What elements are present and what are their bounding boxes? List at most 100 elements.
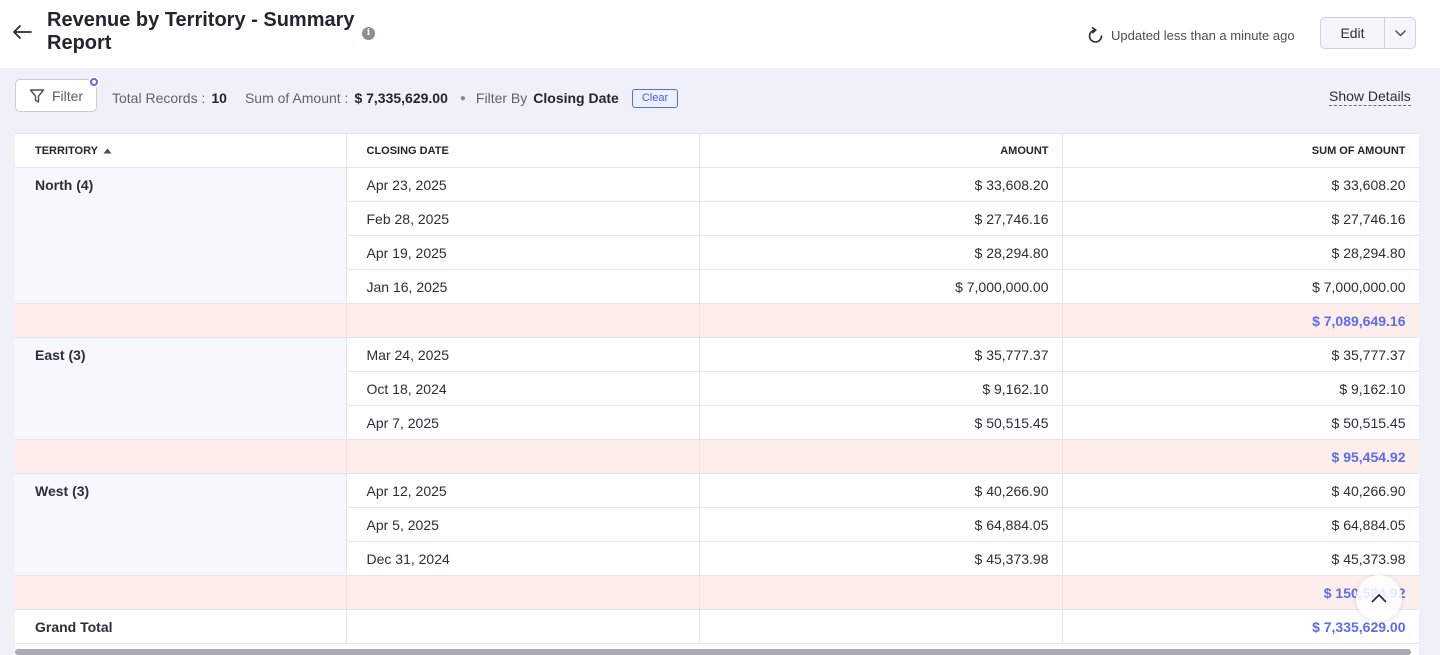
sum-cell: $ 40,266.90 — [1062, 473, 1419, 508]
amount-cell: $ 35,777.37 — [699, 337, 1063, 372]
amount-cell: $ 50,515.45 — [699, 405, 1063, 440]
table-row: Jan 16, 2025 $ 7,000,000.00 $ 7,000,000.… — [15, 269, 1419, 304]
closing-date-cell: Jan 16, 2025 — [346, 269, 700, 304]
group-label-north: North (4) — [15, 167, 347, 304]
separator-dot: ● — [459, 92, 466, 104]
table-row: Dec 31, 2024 $ 45,373.98 $ 45,373.98 — [15, 541, 1419, 576]
report-toolbar: Filter Total Records : 10 Sum of Amount … — [0, 68, 1440, 128]
amount-cell: $ 28,294.80 — [699, 235, 1063, 270]
amount-cell: $ 45,373.98 — [699, 541, 1063, 576]
closing-date-cell: Apr 5, 2025 — [346, 507, 700, 542]
subtotal-empty-cell — [346, 575, 700, 610]
sum-amount-label: Sum of Amount : — [244, 90, 349, 106]
grand-total-empty-cell — [346, 609, 700, 644]
amount-cell: $ 27,746.16 — [699, 201, 1063, 236]
subtotal-value: $ 95,454.92 — [1062, 439, 1419, 474]
group-label-west: West (3) — [15, 473, 347, 576]
column-header-territory[interactable]: TERRITORY — [15, 133, 347, 168]
subtotal-row-east: $ 95,454.92 — [15, 439, 1419, 474]
subtotal-empty-cell — [15, 303, 347, 338]
grand-total-empty-cell — [699, 609, 1063, 644]
closing-date-cell: Dec 31, 2024 — [346, 541, 700, 576]
chevron-up-icon — [1371, 594, 1387, 603]
edit-button[interactable]: Edit — [1321, 18, 1385, 48]
sum-cell: $ 27,746.16 — [1062, 201, 1419, 236]
report-stats: Total Records : 10 Sum of Amount : $ 7,3… — [112, 88, 679, 108]
back-button[interactable] — [10, 20, 34, 44]
subtotal-row-west: $ 150,524.92 — [15, 575, 1419, 610]
table-row: West (3) Apr 12, 2025 $ 40,266.90 $ 40,2… — [15, 473, 1419, 576]
amount-cell: $ 33,608.20 — [699, 167, 1063, 202]
grand-total-label: Grand Total — [15, 609, 347, 644]
updated-text: Updated less than a minute ago — [1111, 27, 1295, 43]
closing-date-cell: Oct 18, 2024 — [346, 371, 700, 406]
edit-button-group: Edit — [1320, 17, 1416, 49]
subtotal-row-north: $ 7,089,649.16 — [15, 303, 1419, 338]
closing-date-cell: Apr 23, 2025 — [346, 167, 700, 202]
table-row: Apr 7, 2025 $ 50,515.45 $ 50,515.45 — [15, 405, 1419, 440]
column-header-amount[interactable]: AMOUNT — [699, 133, 1063, 168]
table-row: Apr 5, 2025 $ 64,884.05 $ 64,884.05 — [15, 507, 1419, 542]
filter-button[interactable]: Filter — [15, 79, 97, 112]
closing-date-cell: Apr 7, 2025 — [346, 405, 700, 440]
grand-total-value: $ 7,335,629.00 — [1062, 609, 1419, 644]
funnel-icon — [29, 88, 45, 103]
horizontal-scrollbar[interactable] — [15, 649, 1411, 655]
table-row: Apr 19, 2025 $ 28,294.80 $ 28,294.80 — [15, 235, 1419, 270]
sum-cell: $ 33,608.20 — [1062, 167, 1419, 202]
sum-cell: $ 64,884.05 — [1062, 507, 1419, 542]
filter-label: Filter — [51, 87, 84, 104]
grand-total-row: Grand Total $ 7,335,629.00 — [15, 609, 1419, 644]
updated-status: Updated less than a minute ago — [1087, 25, 1295, 45]
subtotal-empty-cell — [15, 575, 347, 610]
group-label-east: East (3) — [15, 337, 347, 440]
filter-by-value: Closing Date — [533, 90, 619, 106]
scroll-to-top-button[interactable] — [1356, 575, 1402, 621]
column-header-sum-of-amount[interactable]: SUM OF AMOUNT — [1062, 133, 1419, 168]
page-title: Revenue by Territory - Summary Report — [47, 9, 355, 54]
amount-cell: $ 40,266.90 — [699, 473, 1063, 508]
sum-cell: $ 9,162.10 — [1062, 371, 1419, 406]
summary-table-container: TERRITORY CLOSING DATE AMOUNT SUM OF AMO… — [15, 133, 1419, 655]
closing-date-cell: Feb 28, 2025 — [346, 201, 700, 236]
table-row: North (4) Apr 23, 2025 $ 33,608.20 $ 33,… — [15, 167, 1419, 304]
amount-cell: $ 9,162.10 — [699, 371, 1063, 406]
clear-filter-button[interactable]: Clear — [631, 88, 679, 108]
refresh-icon[interactable] — [1087, 26, 1104, 44]
subtotal-value: $ 7,089,649.16 — [1062, 303, 1419, 338]
subtotal-empty-cell — [346, 439, 700, 474]
chevron-down-icon — [1394, 29, 1406, 36]
sum-cell: $ 45,373.98 — [1062, 541, 1419, 576]
sort-ascending-icon[interactable] — [103, 148, 112, 154]
closing-date-cell: Apr 12, 2025 — [346, 473, 700, 508]
subtotal-empty-cell — [699, 575, 1063, 610]
amount-cell: $ 7,000,000.00 — [699, 269, 1063, 304]
sum-cell: $ 35,777.37 — [1062, 337, 1419, 372]
table-header-row: TERRITORY CLOSING DATE AMOUNT SUM OF AMO… — [15, 133, 1419, 168]
subtotal-empty-cell — [15, 439, 347, 474]
sum-cell: $ 7,000,000.00 — [1062, 269, 1419, 304]
table-row: Feb 28, 2025 $ 27,746.16 $ 27,746.16 — [15, 201, 1419, 236]
amount-cell: $ 64,884.05 — [699, 507, 1063, 542]
table-row: Oct 18, 2024 $ 9,162.10 $ 9,162.10 — [15, 371, 1419, 406]
filter-by-label: Filter By — [475, 90, 528, 106]
total-records-label: Total Records : — [112, 90, 206, 106]
closing-date-cell: Apr 19, 2025 — [346, 235, 700, 270]
show-details-link[interactable]: Show Details — [1329, 88, 1411, 106]
subtotal-empty-cell — [699, 303, 1063, 338]
subtotal-empty-cell — [699, 439, 1063, 474]
sum-cell: $ 28,294.80 — [1062, 235, 1419, 270]
column-header-closing-date[interactable]: CLOSING DATE — [346, 133, 700, 168]
edit-dropdown-button[interactable] — [1385, 18, 1415, 48]
subtotal-empty-cell — [346, 303, 700, 338]
arrow-left-icon — [13, 25, 32, 39]
info-icon[interactable]: i — [362, 27, 375, 40]
sum-cell: $ 50,515.45 — [1062, 405, 1419, 440]
closing-date-cell: Mar 24, 2025 — [346, 337, 700, 372]
filter-active-indicator — [88, 76, 100, 88]
sum-amount-value: $ 7,335,629.00 — [354, 90, 448, 106]
table-row: East (3) Mar 24, 2025 $ 35,777.37 $ 35,7… — [15, 337, 1419, 440]
total-records-value: 10 — [211, 90, 227, 106]
summary-table: TERRITORY CLOSING DATE AMOUNT SUM OF AMO… — [15, 133, 1419, 644]
report-header: Revenue by Territory - Summary Report i … — [0, 0, 1440, 68]
